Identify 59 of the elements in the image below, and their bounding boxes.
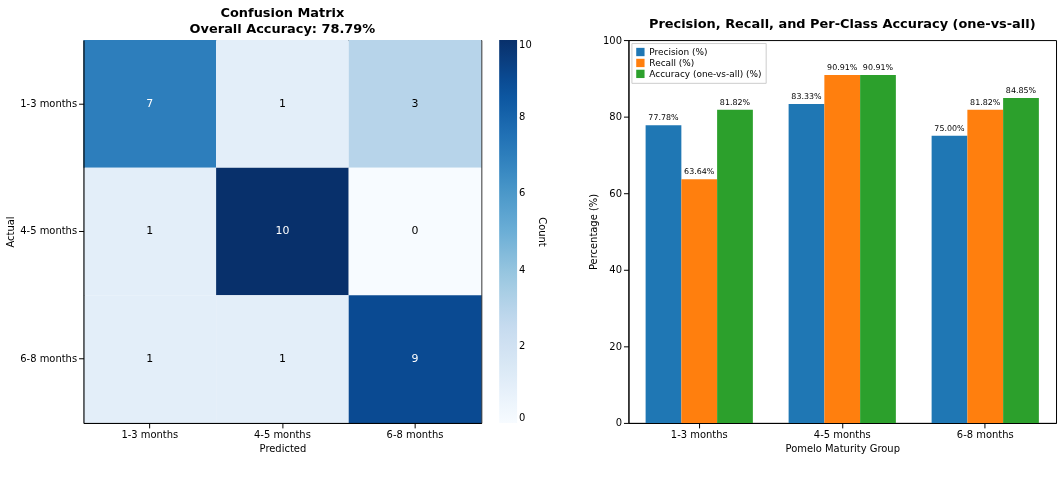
data-label: 84.85%	[1005, 86, 1037, 96]
x-tick-label: 6-8 months	[386, 429, 444, 441]
x-tick-label: 4-5 months	[253, 429, 311, 441]
y-tick-label: 4-5 months	[20, 225, 78, 237]
bar	[645, 125, 682, 423]
bar	[788, 103, 825, 423]
bar	[931, 135, 968, 423]
data-label: 63.64%	[684, 167, 715, 177]
x-tick-label: 6-8 months	[956, 429, 1014, 441]
data-label: 10	[275, 224, 290, 238]
x-tick-label: 1-3 months	[121, 429, 179, 441]
legend-label: Recall (%)	[649, 57, 695, 68]
bar	[860, 74, 896, 423]
color-bar-label: 10	[519, 39, 532, 51]
chart-subtitle: Overall Accuracy: 78.79%	[189, 21, 376, 37]
data-label: 77.78%	[648, 113, 680, 123]
data-label: 7	[146, 96, 154, 110]
bar	[967, 109, 1004, 423]
color-bar-title: Count	[536, 217, 548, 247]
y-tick-label: 20	[609, 340, 622, 352]
legend-label: Precision (%)	[649, 46, 708, 57]
y-tick-label: 6-8 months	[20, 353, 78, 365]
legend-label: Accuracy (one-vs-all) (%)	[649, 68, 762, 79]
bar	[1003, 98, 1039, 423]
bar	[717, 109, 753, 423]
y-tick-label: 0	[615, 417, 622, 429]
x-tick-label: 1-3 months	[670, 429, 728, 441]
data-label: 90.91%	[862, 62, 894, 72]
y-tick-label: 1-3 months	[20, 97, 78, 109]
data-label: 81.82%	[970, 97, 1001, 107]
data-label: 1	[278, 96, 286, 110]
bar	[681, 179, 718, 423]
data-label: 1	[278, 352, 286, 366]
y-tick-label: 40	[609, 264, 622, 276]
data-label: 83.33%	[791, 91, 823, 101]
data-label: 0	[411, 224, 419, 238]
x-axis-title: Pomelo Maturity Group	[785, 443, 900, 455]
y-tick-label: 80	[609, 111, 622, 123]
chart-title: Precision, Recall, and Per-Class Accuracy (one-vs-all)	[648, 16, 1036, 32]
color-bar-label: 4	[519, 263, 526, 275]
y-tick-label: 100	[603, 34, 622, 46]
data-label: 3	[411, 96, 419, 110]
x-axis-title: Predicted	[259, 443, 307, 455]
y-tick-label: 60	[609, 187, 622, 199]
bar	[824, 74, 861, 423]
data-label: 9	[411, 352, 419, 366]
color-bar-label: 8	[519, 110, 526, 122]
data-label: 75.00%	[934, 123, 966, 133]
data-label: 1	[146, 352, 154, 366]
data-label: 1	[146, 224, 154, 238]
color-bar-label: 6	[519, 187, 526, 199]
color-bar-label: 0	[519, 411, 526, 423]
y-axis-title: Actual	[5, 216, 17, 248]
x-tick-label: 4-5 months	[813, 429, 871, 441]
chart-title: Confusion Matrix	[220, 5, 345, 21]
color-bar-label: 2	[519, 340, 526, 352]
data-label: 90.91%	[827, 62, 858, 72]
y-axis-title: Percentage (%)	[588, 193, 600, 271]
data-label: 81.82%	[719, 97, 751, 107]
